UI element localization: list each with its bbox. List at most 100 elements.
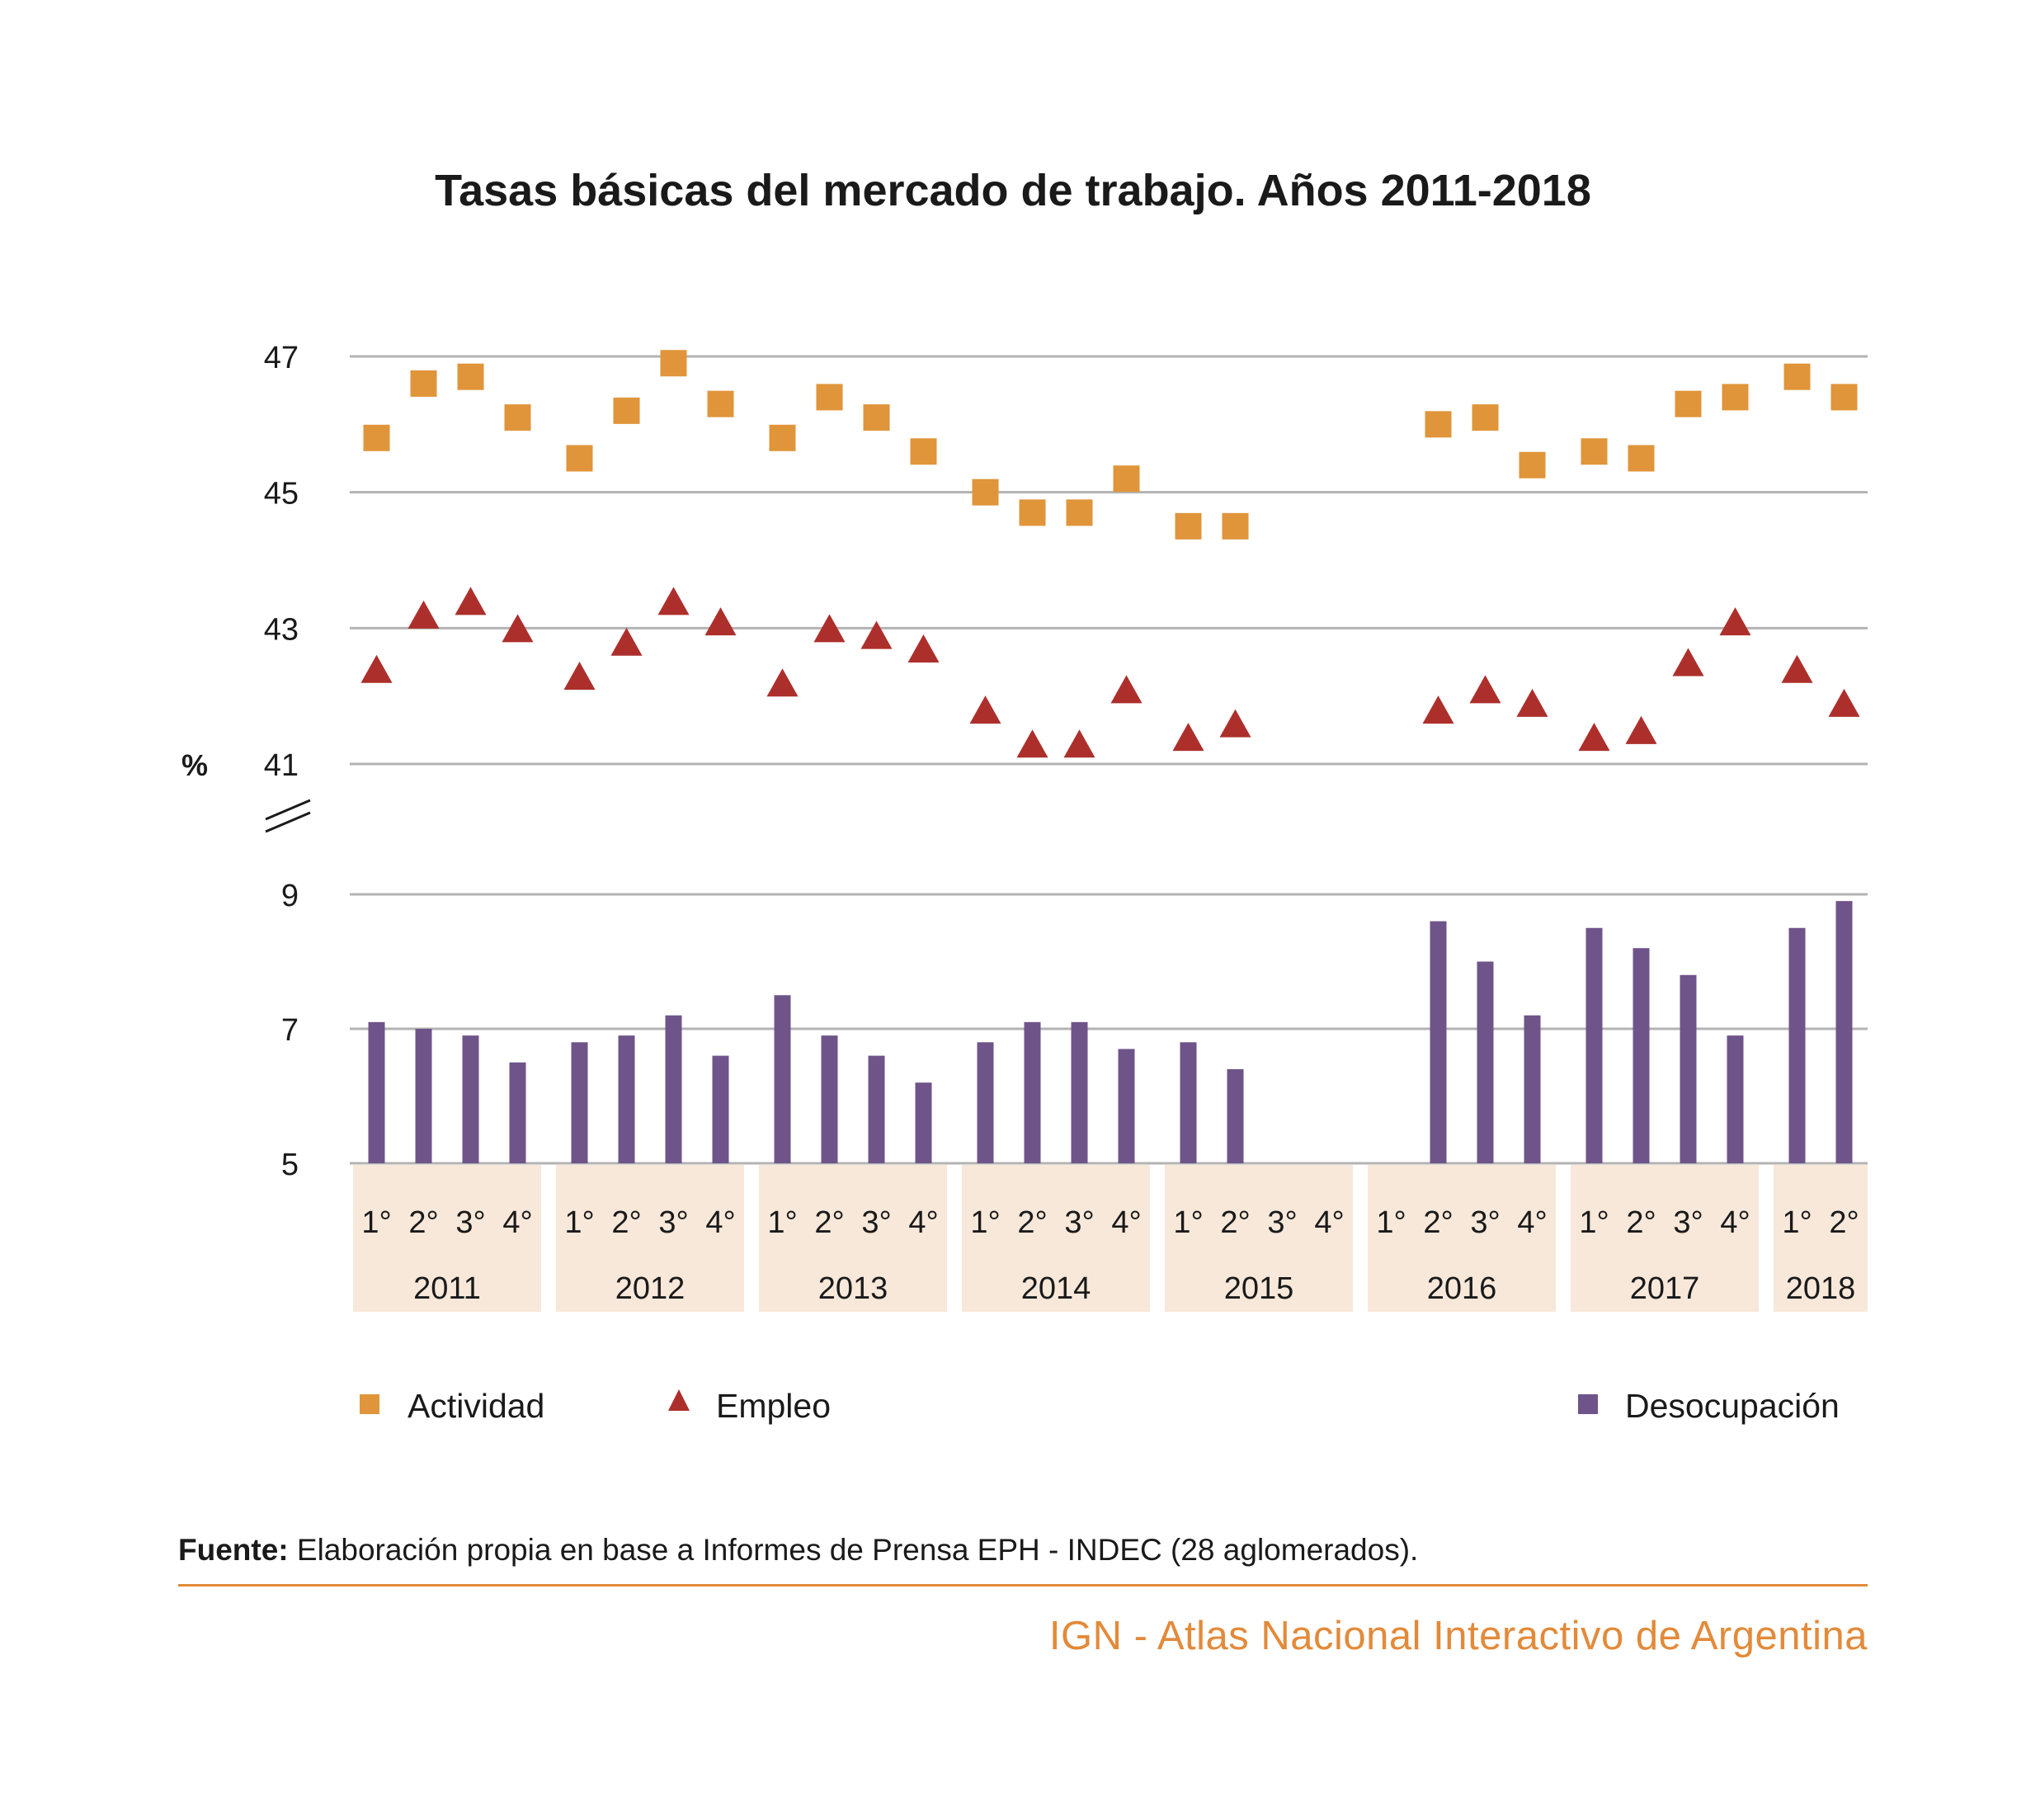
- year-band: [1368, 1165, 1556, 1312]
- point-actividad: [863, 404, 890, 431]
- point-empleo: [1625, 715, 1657, 744]
- bar-desocupacion: [1835, 901, 1853, 1163]
- x-tick-label: 1°: [1376, 1205, 1406, 1240]
- source-label: Fuente:: [178, 1533, 289, 1567]
- x-tick-label: 4°: [908, 1205, 938, 1240]
- point-actividad: [1581, 438, 1608, 465]
- y-tick-label: 7: [281, 1013, 299, 1048]
- bar-desocupacion: [712, 1055, 729, 1163]
- source-text: Elaboración propia en base a Informes de…: [288, 1533, 1419, 1567]
- y-tick-label: 9: [281, 879, 299, 913]
- point-actividad: [504, 404, 531, 431]
- year-label: 2013: [818, 1271, 888, 1306]
- point-empleo: [1469, 675, 1501, 704]
- x-tick-label: 2°: [1220, 1205, 1250, 1240]
- point-actividad: [410, 370, 437, 397]
- point-actividad: [613, 397, 640, 424]
- point-actividad: [816, 384, 843, 411]
- axis-break-mark: [265, 811, 311, 833]
- point-actividad: [457, 363, 484, 390]
- bar-desocupacion: [1180, 1042, 1197, 1163]
- x-tick-label: 3°: [1673, 1205, 1703, 1240]
- x-tick-label: 2°: [1829, 1205, 1859, 1240]
- point-empleo: [1172, 723, 1204, 752]
- point-empleo: [1516, 688, 1548, 717]
- bar-desocupacion: [1788, 927, 1806, 1163]
- x-tick-label: 2°: [611, 1205, 641, 1240]
- bar-desocupacion: [415, 1029, 432, 1163]
- year-band: [1774, 1165, 1868, 1312]
- year-label: 2018: [1786, 1271, 1856, 1306]
- point-actividad: [660, 350, 687, 377]
- year-label: 2012: [615, 1271, 686, 1306]
- point-empleo: [704, 607, 737, 636]
- x-tick-label: 4°: [1720, 1205, 1750, 1240]
- bar-desocupacion: [1071, 1021, 1088, 1163]
- point-empleo: [502, 614, 534, 643]
- y-axis-unit: %: [181, 748, 208, 782]
- year-label: 2011: [413, 1271, 481, 1306]
- bar-desocupacion: [774, 995, 791, 1163]
- bar-desocupacion: [1430, 921, 1447, 1163]
- chart-area: 41 43 45 47 5 7 9% 1° 2° 3° 4° 1° 2° 3° 4° 1° 2° 3° 4° 1° 2°…: [181, 341, 1868, 1425]
- point-empleo: [1063, 729, 1095, 758]
- point-empleo: [1110, 675, 1143, 704]
- point-empleo: [1719, 607, 1751, 636]
- year-band: [1165, 1165, 1353, 1312]
- x-tick-label: 4°: [1111, 1205, 1141, 1240]
- point-empleo: [1016, 729, 1048, 758]
- y-tick-label: 43: [264, 612, 299, 647]
- point-actividad: [363, 424, 390, 451]
- year-label: 2014: [1021, 1271, 1091, 1306]
- bar-desocupacion: [821, 1035, 838, 1163]
- x-tick-label: 1°: [1782, 1205, 1812, 1240]
- point-actividad: [1175, 512, 1202, 540]
- point-actividad: [910, 438, 937, 465]
- point-actividad: [1722, 384, 1749, 411]
- axis-break-mark: [265, 799, 311, 821]
- point-empleo: [563, 661, 596, 690]
- point-empleo: [408, 600, 440, 629]
- point-empleo: [657, 587, 690, 615]
- y-tick-label: 5: [281, 1148, 299, 1182]
- x-tick-label: 2°: [1423, 1205, 1453, 1240]
- y-tick-label: 45: [264, 477, 299, 512]
- x-tick-label: 1°: [361, 1205, 391, 1240]
- point-empleo: [1781, 654, 1813, 683]
- point-actividad: [707, 390, 734, 417]
- x-tick-label: 1°: [970, 1205, 1000, 1240]
- legend-label-actividad: Actividad: [408, 1387, 544, 1425]
- point-empleo: [813, 614, 846, 643]
- bar-desocupacion: [868, 1055, 885, 1163]
- chart-title: Tasas básicas del mercado de trabajo. Añ…: [435, 166, 1591, 215]
- x-tick-label: 1°: [1579, 1205, 1609, 1240]
- bar-desocupacion: [509, 1062, 526, 1163]
- legend-label-desocupacion: Desocupación: [1625, 1387, 1840, 1425]
- point-empleo: [969, 695, 1001, 724]
- x-tick-label: 4°: [1517, 1205, 1547, 1240]
- bar-desocupacion: [1477, 961, 1494, 1163]
- source-note: Fuente: Elaboración propia en base a Inf…: [178, 1533, 1418, 1568]
- bar-desocupacion: [1633, 948, 1650, 1163]
- x-tick-label: 3°: [455, 1205, 485, 1240]
- point-actividad: [1519, 451, 1546, 479]
- x-tick-label: 4°: [1314, 1205, 1344, 1240]
- point-actividad: [1113, 465, 1140, 493]
- x-tick-label: 2°: [1626, 1205, 1656, 1240]
- bar-desocupacion: [462, 1035, 479, 1163]
- bar-desocupacion: [571, 1042, 588, 1163]
- point-actividad: [1830, 384, 1858, 411]
- bar-desocupacion: [1524, 1015, 1541, 1163]
- x-tick-label: 4°: [705, 1205, 735, 1240]
- x-tick-label: 2°: [814, 1205, 844, 1240]
- point-empleo: [1578, 723, 1610, 752]
- x-tick-label: 3°: [1064, 1205, 1094, 1240]
- point-empleo: [455, 587, 487, 615]
- point-actividad: [769, 424, 796, 451]
- divider: [178, 1584, 1868, 1587]
- point-actividad: [1222, 512, 1249, 540]
- point-empleo: [1828, 688, 1860, 717]
- year-band: [759, 1165, 947, 1312]
- year-band: [556, 1165, 744, 1312]
- point-actividad: [566, 445, 593, 472]
